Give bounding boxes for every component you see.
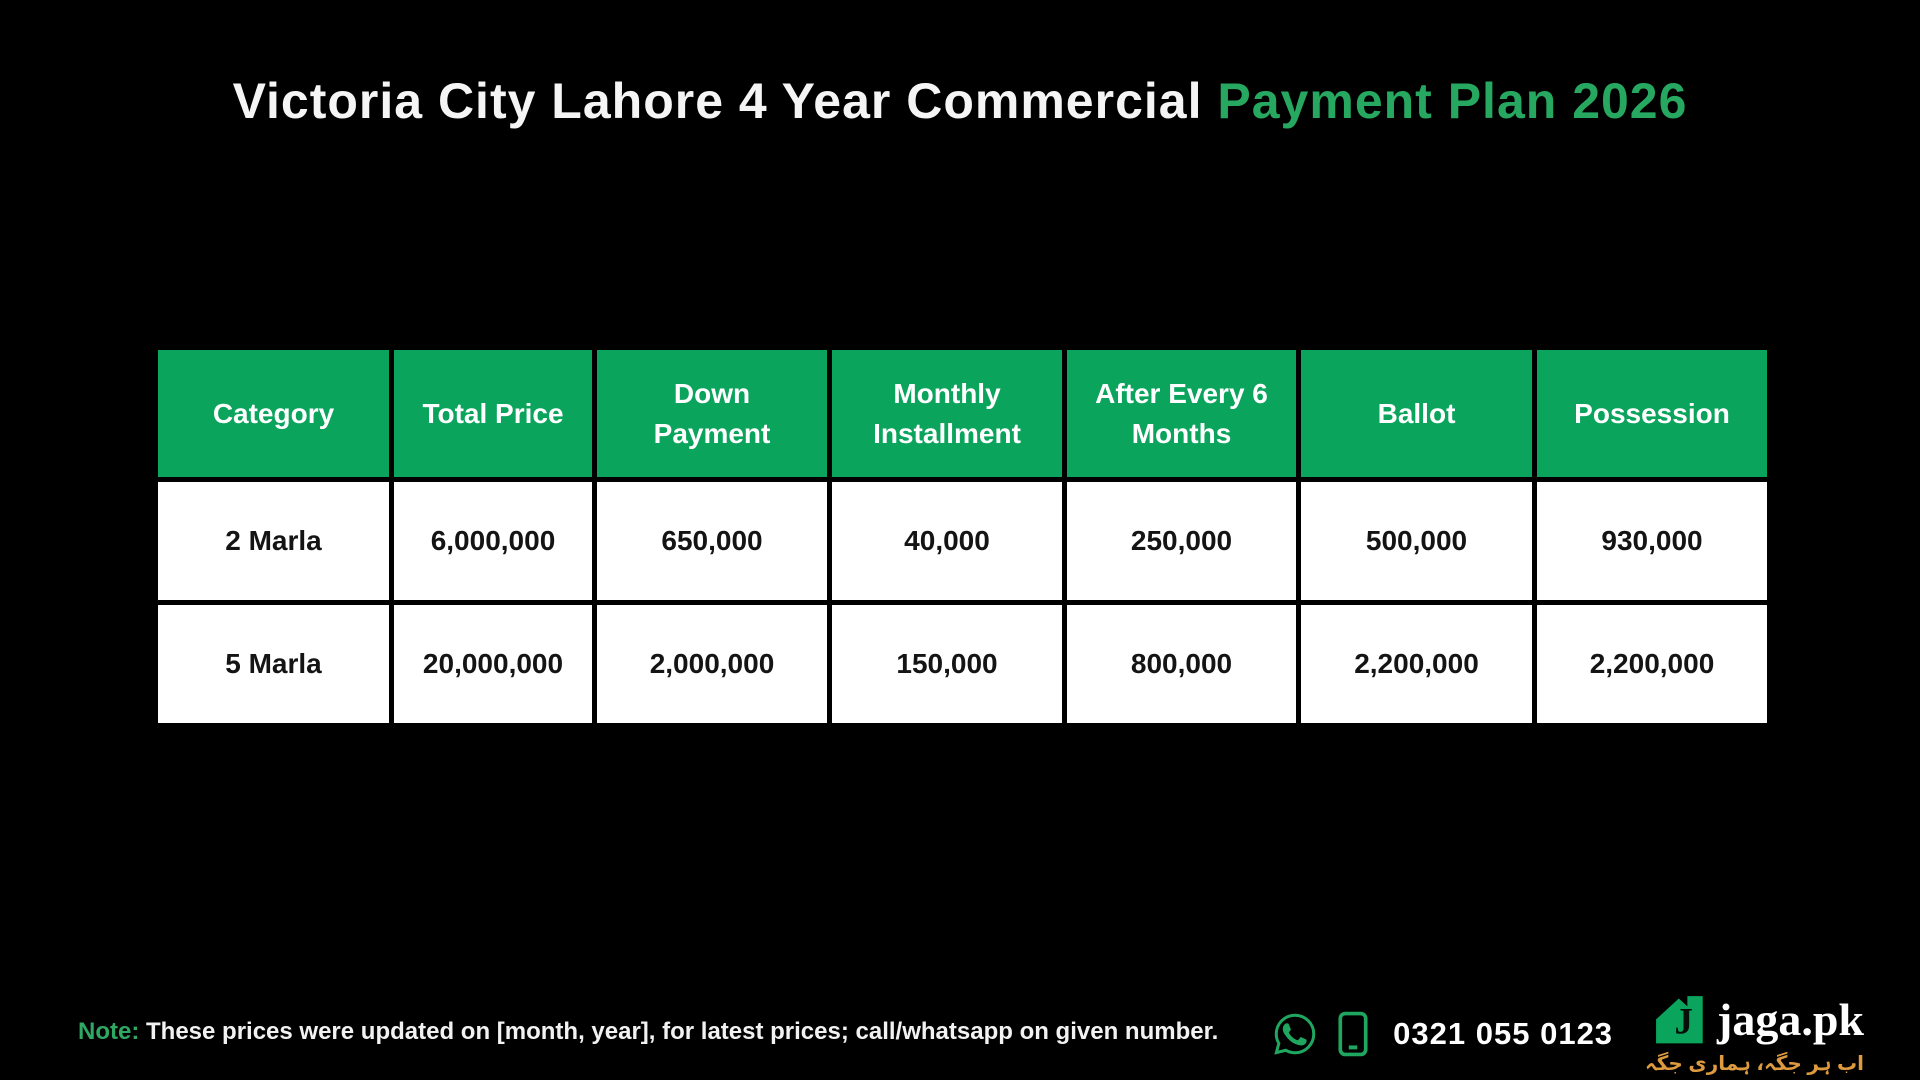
page-title: Victoria City Lahore 4 Year Commercial P… bbox=[0, 72, 1920, 130]
house-logo-icon: J bbox=[1653, 993, 1707, 1047]
column-header-possession: Possession bbox=[1532, 345, 1772, 482]
brand-tagline-urdu: اب ہر جگہ، ہماری جگہ bbox=[1645, 1052, 1864, 1075]
price-update-note: Note: These prices were updated on [mont… bbox=[78, 1018, 1218, 1046]
column-header-ballot: Ballot bbox=[1296, 345, 1537, 482]
cell-after-every-6-months: 250,000 bbox=[1062, 477, 1301, 605]
contact-phone-number: 0321 055 0123 bbox=[1393, 1016, 1614, 1051]
table-row-2-marla: 2 Marla 6,000,000 650,000 40,000 250,000… bbox=[153, 477, 1772, 605]
page-title-main: Victoria City Lahore 4 Year Commercial bbox=[232, 73, 1203, 129]
cell-total-price: 20,000,000 bbox=[389, 600, 597, 728]
table-header-row: Category Total Price Down Payment Monthl… bbox=[153, 345, 1772, 482]
column-header-down-payment: Down Payment bbox=[592, 345, 832, 482]
cell-category: 5 Marla bbox=[153, 600, 394, 728]
cell-after-every-6-months: 800,000 bbox=[1062, 600, 1301, 728]
cell-ballot: 2,200,000 bbox=[1296, 600, 1537, 728]
cell-ballot: 500,000 bbox=[1296, 477, 1537, 605]
payment-plan-table-container: Category Total Price Down Payment Monthl… bbox=[153, 345, 1772, 728]
cell-down-payment: 2,000,000 bbox=[592, 600, 832, 728]
cell-possession: 930,000 bbox=[1532, 477, 1772, 605]
cell-monthly-installment: 150,000 bbox=[827, 600, 1067, 728]
note-text: These prices were updated on [month, yea… bbox=[146, 1018, 1219, 1045]
note-label: Note: bbox=[78, 1018, 140, 1045]
svg-text:J: J bbox=[1674, 1000, 1692, 1041]
cell-total-price: 6,000,000 bbox=[389, 477, 597, 605]
mobile-phone-icon bbox=[1333, 1010, 1373, 1058]
cell-down-payment: 650,000 bbox=[592, 477, 832, 605]
cell-category: 2 Marla bbox=[153, 477, 394, 605]
payment-plan-table: Category Total Price Down Payment Monthl… bbox=[153, 345, 1772, 728]
page-title-highlight: Payment Plan 2026 bbox=[1217, 73, 1688, 129]
brand-logo: J jaga.pk اب ہر جگہ، ہماری جگہ bbox=[1645, 993, 1864, 1076]
column-header-category: Category bbox=[153, 345, 394, 482]
cell-monthly-installment: 40,000 bbox=[827, 477, 1067, 605]
brand-logo-text: jaga.pk bbox=[1717, 993, 1864, 1045]
column-header-after-every-6-months: After Every 6 Months bbox=[1062, 345, 1301, 482]
cell-possession: 2,200,000 bbox=[1532, 600, 1772, 728]
column-header-monthly-installment: Monthly Installment bbox=[827, 345, 1067, 482]
column-header-total-price: Total Price bbox=[389, 345, 597, 482]
footer-contact-brand: 0321 055 0123 J jaga.pk اب ہر جگہ، ہماری… bbox=[1271, 992, 1864, 1076]
whatsapp-icon bbox=[1271, 1010, 1319, 1058]
table-row-5-marla: 5 Marla 20,000,000 2,000,000 150,000 800… bbox=[153, 600, 1772, 728]
